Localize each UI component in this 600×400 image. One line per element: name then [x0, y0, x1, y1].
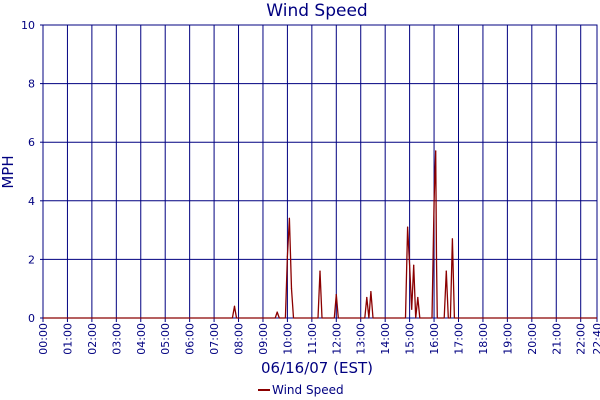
x-tick-label: 15:00: [404, 323, 417, 355]
data-point: [411, 308, 413, 310]
x-tick-label: 04:00: [135, 323, 148, 355]
data-point: [233, 305, 236, 307]
x-tick-label: 13:00: [355, 323, 368, 355]
data-point: [433, 200, 435, 202]
x-tick-label: 17:00: [453, 323, 466, 355]
x-tick-label: 05:00: [159, 323, 172, 355]
series-line-wind-speed: [43, 150, 597, 319]
y-tick-label: 10: [21, 19, 35, 32]
x-tick-label: 19:00: [501, 323, 514, 355]
chart-title: Wind Speed: [266, 1, 367, 21]
y-tick-label: 4: [28, 195, 35, 208]
data-point: [417, 296, 419, 299]
y-tick-label: 8: [28, 78, 35, 91]
data-point: [445, 270, 447, 272]
data-point: [370, 291, 372, 293]
x-tick-label: 11:00: [306, 323, 319, 355]
x-axis-label: 06/16/07 (EST): [261, 359, 373, 377]
x-tick-label: 21:00: [550, 323, 563, 355]
y-axis-label: MPH: [0, 155, 17, 188]
x-tick-label: 07:00: [208, 323, 221, 355]
legend-label: Wind Speed: [272, 383, 344, 397]
data-point: [319, 270, 321, 272]
x-tick-label: 08:00: [233, 323, 246, 355]
y-tick-label: 0: [28, 312, 35, 325]
data-point: [366, 296, 368, 299]
data-point: [409, 264, 411, 266]
x-tick-label: 16:00: [428, 323, 441, 355]
legend: Wind Speed: [258, 383, 344, 397]
x-tick-label: 20:00: [526, 323, 539, 355]
x-tick-label: 01:00: [61, 323, 74, 355]
data-point: [407, 226, 409, 228]
x-axis-ticks: 00:00 01:00 02:00 03:00 04:00 05:00 06:00 07:00…: [37, 318, 600, 355]
x-tick-label: 22:40: [591, 323, 600, 355]
x-tick-label: 09:00: [257, 323, 270, 355]
data-point: [276, 311, 278, 313]
x-tick-label: 18:00: [477, 323, 490, 355]
y-tick-label: 2: [28, 253, 35, 266]
data-point: [434, 173, 436, 175]
x-tick-label: 02:00: [86, 323, 99, 355]
data-point: [290, 288, 293, 290]
y-axis-ticks: 0 2 4 6 8 10: [21, 19, 43, 325]
data-point: [413, 264, 415, 266]
x-tick-label: 06:00: [184, 323, 197, 355]
x-tick-label: 22:00: [575, 323, 588, 355]
x-tick-label: 12:00: [330, 323, 343, 355]
grid: [42, 24, 598, 319]
plot-area: [43, 150, 597, 319]
data-point: [288, 217, 290, 219]
data-point: [286, 255, 288, 258]
data-point: [435, 258, 438, 260]
data-point: [435, 150, 437, 152]
x-tick-label: 00:00: [37, 323, 50, 355]
x-tick-label: 14:00: [379, 323, 392, 355]
y-tick-label: 6: [28, 136, 35, 149]
x-tick-label: 10:00: [281, 323, 294, 355]
x-tick-label: 03:00: [110, 323, 123, 355]
data-point: [451, 238, 453, 240]
data-point: [335, 294, 337, 296]
